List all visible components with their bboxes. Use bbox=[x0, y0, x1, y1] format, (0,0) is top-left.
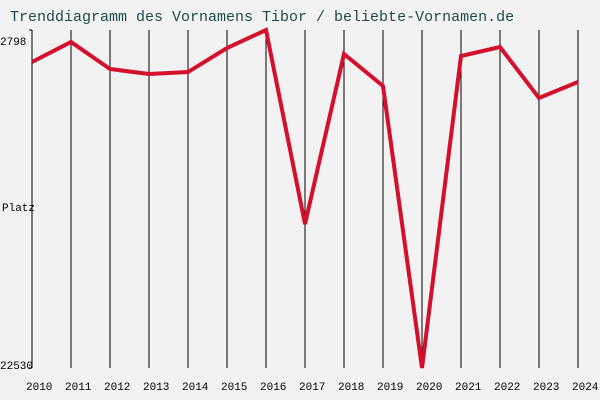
x-tick-label: 2020 bbox=[416, 382, 442, 394]
x-tick-label: 2021 bbox=[455, 382, 482, 394]
x-tick-label: 2011 bbox=[65, 382, 92, 394]
y-tick-label: 22530 bbox=[0, 361, 33, 373]
data-line bbox=[31, 27, 579, 369]
y-axis-label: Platz bbox=[2, 203, 35, 215]
x-tick-label: 2024 bbox=[572, 382, 599, 394]
y-tick-label: 2798 bbox=[0, 37, 26, 49]
x-tick-label: 2019 bbox=[377, 382, 403, 394]
x-tick-label: 2023 bbox=[533, 382, 559, 394]
x-tick-label: 2022 bbox=[494, 382, 520, 394]
x-tick-label: 2013 bbox=[143, 382, 169, 394]
x-tick-label: 2018 bbox=[338, 382, 364, 394]
x-tick-label: 2010 bbox=[26, 382, 52, 394]
x-tick-label: 2016 bbox=[260, 382, 286, 394]
chart-title: Trenddiagramm des Vornamens Tibor / beli… bbox=[10, 9, 514, 26]
x-tick-label: 2017 bbox=[299, 382, 325, 394]
x-tick-label: 2015 bbox=[221, 382, 247, 394]
x-tick-label: 2012 bbox=[104, 382, 130, 394]
x-tick-label: 2014 bbox=[182, 382, 209, 394]
